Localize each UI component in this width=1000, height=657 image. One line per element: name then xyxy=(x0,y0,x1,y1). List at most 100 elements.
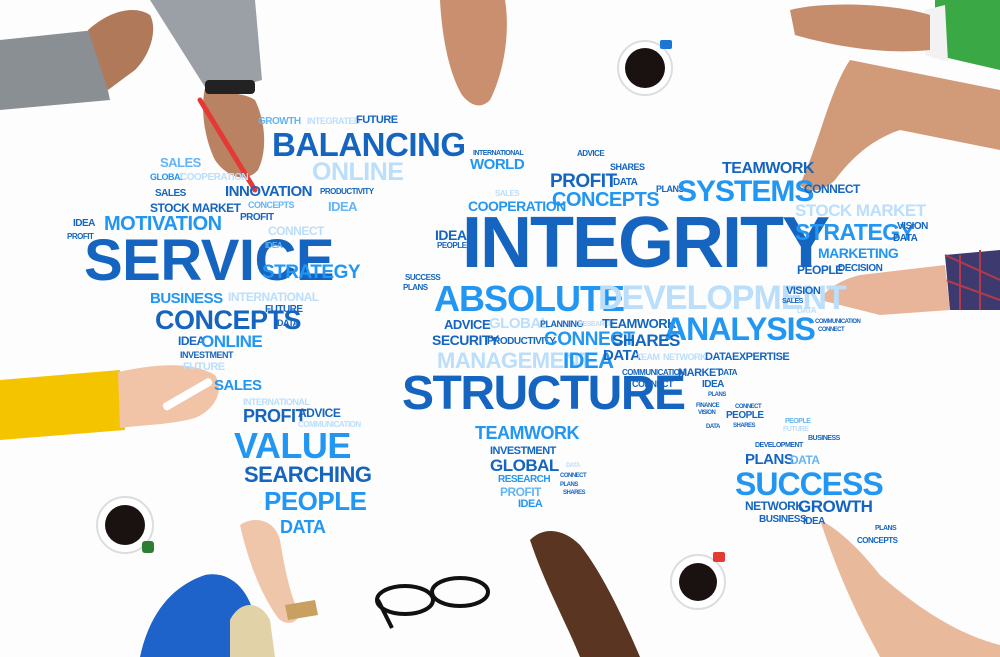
word-absolute: ABSOLUTE xyxy=(434,278,625,319)
word-idea-sm: IDEA xyxy=(73,218,95,229)
word-systems: SYSTEMS xyxy=(677,175,814,208)
word-strategy-na: STRATEGY xyxy=(262,262,361,283)
word-market: MARKET xyxy=(678,367,723,379)
green-sleeve-arm xyxy=(790,0,1000,70)
word-idea-eu: IDEA xyxy=(435,227,467,243)
word-future-au: FUTURE xyxy=(783,426,809,433)
word-data-na: DATA xyxy=(277,318,299,328)
word-business-na: BUSINESS xyxy=(150,290,223,307)
word-integrated: INTEGRATED xyxy=(307,116,360,126)
word-data-asia-4: DATA xyxy=(893,233,918,244)
word-international-sa: INTERNATIONAL xyxy=(243,397,310,407)
word-data-af: DATA xyxy=(566,463,580,469)
word-plans-nz: PLANS xyxy=(875,525,897,532)
word-profit-eu: PROFIT xyxy=(550,171,617,192)
word-future-2: FUTURE xyxy=(265,304,303,315)
word-idea-na-3: IDEA xyxy=(178,334,205,348)
word-service: SERVICE xyxy=(84,228,335,293)
word-research-eu: RESEARCH xyxy=(578,321,614,328)
word-world: WORLD xyxy=(470,156,525,173)
word-advice-eu-2: ADVICE xyxy=(444,317,491,332)
word-teamwork-eu: TEAMWORK xyxy=(602,316,677,331)
word-people-asia: PEOPLE xyxy=(726,410,764,421)
word-integrity: INTEGRITY xyxy=(462,203,830,283)
gray-sleeve-arm-2 xyxy=(150,0,265,178)
word-success: SUCCESS xyxy=(735,466,884,502)
word-innovation: INNOVATION xyxy=(225,183,312,200)
word-idea-af: IDEA xyxy=(518,498,543,510)
word-business-au: BUSINESS xyxy=(808,435,840,442)
word-communication-eu: COMMUNICATION xyxy=(622,368,685,377)
word-communication-asia: COMMUNICATION xyxy=(815,319,861,325)
word-sales-asia: SALES xyxy=(782,298,803,305)
word-investment-na: INVESTMENT xyxy=(180,350,234,360)
word-advice-eu: ADVICE xyxy=(577,149,605,158)
word-stock-market-na: STOCK MARKET xyxy=(150,201,241,215)
word-data-asia: DATA xyxy=(705,351,732,363)
word-research-af: RESEARCH xyxy=(498,474,551,485)
word-structure: STRUCTURE xyxy=(402,367,686,420)
word-concepts-eu: CONCEPTS xyxy=(552,189,660,211)
word-plans-af: PLANS xyxy=(560,482,578,488)
word-management: MANAGEMENT xyxy=(437,348,593,373)
word-idea-au: IDEA xyxy=(803,516,825,527)
word-idea-asia: IDEA xyxy=(702,379,724,390)
word-growth-au: GROWTH xyxy=(798,497,873,516)
word-profit-na: PROFIT xyxy=(240,212,274,223)
word-shares-eu-2: SHARES xyxy=(612,331,680,350)
word-idea-eu-2: IDEA xyxy=(563,348,614,373)
yellow-sleeve-arm xyxy=(0,365,219,440)
plaid-sleeve-arm xyxy=(820,250,1000,315)
word-data-asia-2: DATA xyxy=(718,368,738,377)
word-idea-na-2: IDEA xyxy=(265,241,283,250)
word-online-2: ONLINE xyxy=(201,332,263,351)
word-connect-asia-2: CONNECT xyxy=(735,404,762,410)
word-shares-af: SHARES xyxy=(563,490,586,496)
bottom-right-hand xyxy=(820,520,1000,657)
word-global-eu: GLOBAL xyxy=(489,315,550,332)
word-vision: VISION xyxy=(897,221,928,232)
word-connect-asia-4: CONNECT xyxy=(818,327,845,333)
word-data-eu-2: DATA xyxy=(603,347,641,364)
word-security: SECURITY xyxy=(432,332,499,348)
word-plans-au: PLANS xyxy=(745,451,794,468)
eyeglasses xyxy=(375,576,490,629)
word-sales-na: SALES xyxy=(214,377,262,394)
red-pen xyxy=(197,97,258,193)
top-center-hand xyxy=(440,0,507,106)
word-growth: GROWTH xyxy=(258,116,301,127)
word-international-na: INTERNATIONAL xyxy=(228,290,319,304)
word-global-na: GLOBAL xyxy=(150,172,186,182)
word-concepts-nz: CONCEPTS xyxy=(857,536,898,545)
bottom-dark-hand xyxy=(530,530,640,657)
word-teamwork-asia: TEAMWORK xyxy=(722,160,814,177)
word-plans-asia: PLANS xyxy=(708,392,726,398)
blue-shirt-person xyxy=(140,520,318,657)
word-teamwork-af: TEAMWORK xyxy=(475,423,579,443)
word-profit-sm: PROFIT xyxy=(67,232,94,241)
word-balancing: BALANCING xyxy=(272,126,466,163)
word-data-asia-3: DATA xyxy=(706,424,720,430)
word-searching: SEARCHING xyxy=(244,462,372,487)
coffee-cup-bottom-left xyxy=(96,496,154,554)
word-value: VALUE xyxy=(234,425,351,466)
word-international-eu: INTERNATIONAL xyxy=(473,150,524,157)
word-shares-eu: SHARES xyxy=(610,162,645,172)
word-connect-eu: CONNECT xyxy=(544,329,635,350)
word-connect-na: CONNECT xyxy=(268,224,324,238)
word-network-eu: NETWORK xyxy=(663,352,707,362)
word-profit-sa: PROFIT xyxy=(243,406,307,426)
word-vision-2: VISION xyxy=(786,285,821,297)
word-data-asia-5: DATA xyxy=(797,306,817,315)
word-idea-na: IDEA xyxy=(328,199,358,214)
word-development-au: DEVELOPMENT xyxy=(755,442,803,449)
word-concepts-sm: CONCEPTS xyxy=(248,200,295,210)
word-network-au: NETWORK xyxy=(745,499,804,513)
word-cooperation: COOPERATION xyxy=(468,198,566,214)
word-cooperation-na: COOPERATION xyxy=(180,172,249,183)
right-pointing-hand xyxy=(800,60,1000,191)
word-planning: PLANNING xyxy=(540,319,584,329)
word-investment-af: INVESTMENT xyxy=(490,445,556,457)
word-business-au-2: BUSINESS xyxy=(759,514,807,525)
